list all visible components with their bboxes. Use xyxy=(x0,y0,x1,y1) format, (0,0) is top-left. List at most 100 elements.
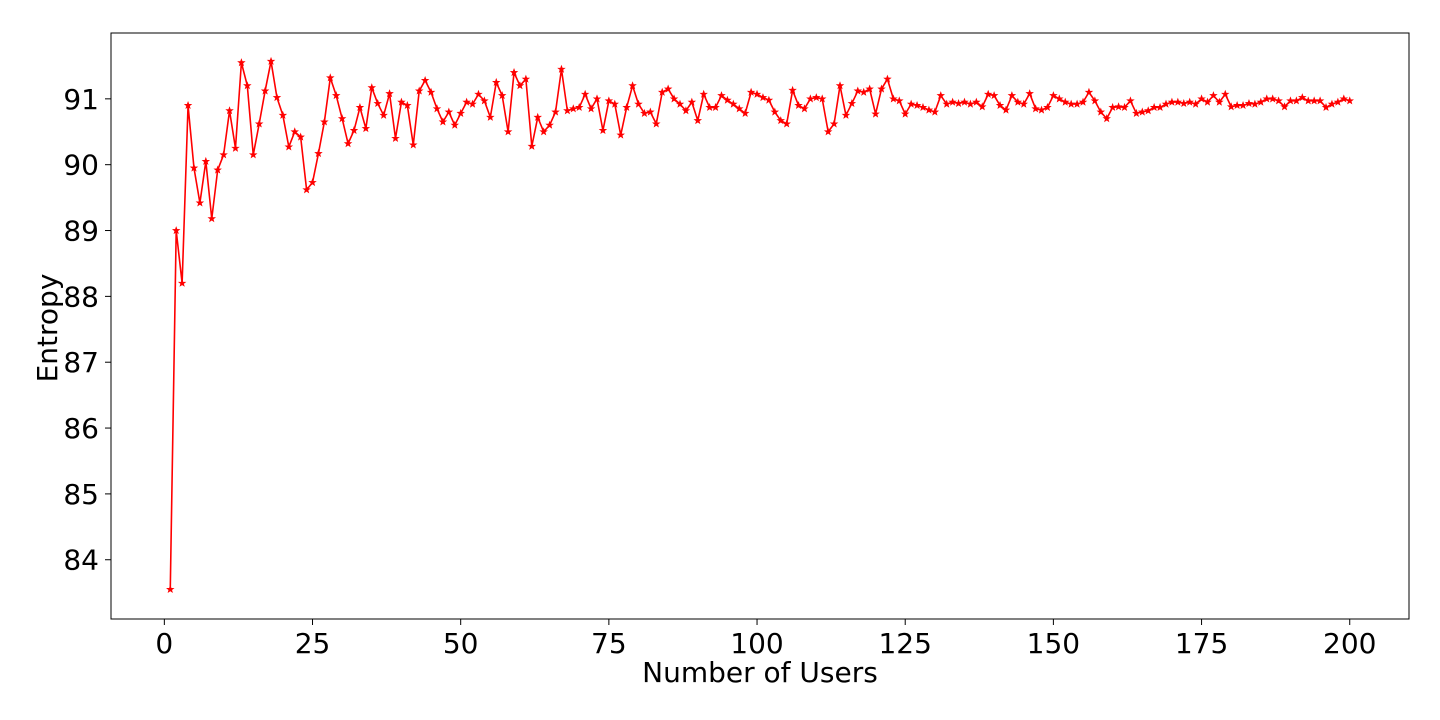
data-point xyxy=(272,93,282,102)
data-point xyxy=(426,87,436,96)
data-point xyxy=(995,100,1005,110)
data-point xyxy=(1173,97,1183,106)
data-point xyxy=(1333,97,1343,106)
data-point xyxy=(302,185,311,194)
data-point xyxy=(367,83,377,92)
data-point xyxy=(669,94,679,103)
data-point xyxy=(379,110,388,119)
data-point xyxy=(960,97,969,106)
data-point xyxy=(397,97,406,106)
x-tick-label: 50 xyxy=(443,627,479,660)
data-point xyxy=(586,104,596,113)
data-point xyxy=(906,99,916,108)
data-point xyxy=(989,91,999,100)
data-point xyxy=(343,139,353,148)
data-point xyxy=(1043,102,1052,112)
data-point xyxy=(723,95,732,104)
data-point xyxy=(681,106,691,115)
y-tick-label: 90 xyxy=(63,149,99,182)
data-point xyxy=(770,107,780,116)
data-point xyxy=(1143,106,1153,115)
y-axis: 84 85 86 87 88 89 90 91 xyxy=(63,83,111,577)
data-point xyxy=(1031,104,1040,113)
data-point xyxy=(574,102,584,112)
data-point xyxy=(533,112,542,121)
data-point xyxy=(758,93,768,102)
data-point xyxy=(1232,100,1242,110)
data-point xyxy=(1226,102,1236,111)
data-point xyxy=(1084,87,1094,96)
y-tick-label: 87 xyxy=(63,346,99,379)
data-point xyxy=(409,140,418,149)
data-point xyxy=(699,89,708,98)
y-axis-label: Entropy xyxy=(31,274,64,383)
data-point xyxy=(331,91,341,100)
data-point xyxy=(243,81,252,90)
data-point xyxy=(1049,91,1058,100)
data-point xyxy=(438,117,448,126)
data-point xyxy=(1321,102,1331,112)
data-point xyxy=(841,110,851,119)
data-point xyxy=(1138,107,1147,116)
data-point xyxy=(1345,96,1354,105)
data-point xyxy=(349,125,359,135)
data-point xyxy=(895,96,904,105)
data-point xyxy=(782,119,791,128)
data-point xyxy=(693,116,703,125)
plot-area-frame xyxy=(110,32,1410,620)
data-point xyxy=(468,99,477,108)
x-tick-label: 25 xyxy=(295,627,331,660)
data-point xyxy=(248,150,258,159)
data-point xyxy=(1238,100,1248,110)
data-point xyxy=(1256,97,1266,106)
data-point xyxy=(936,91,946,100)
x-tick-label: 75 xyxy=(591,627,627,660)
data-point xyxy=(326,73,335,82)
data-point xyxy=(183,100,193,110)
data-point xyxy=(432,104,442,113)
data-point xyxy=(1209,91,1218,100)
data-point xyxy=(1244,98,1254,108)
data-point xyxy=(604,96,614,105)
data-point xyxy=(1072,99,1082,108)
data-point xyxy=(634,99,643,108)
data-point xyxy=(1309,96,1319,105)
y-tick-label: 89 xyxy=(63,215,99,248)
data-point xyxy=(237,58,246,67)
data-point xyxy=(918,102,928,112)
data-point xyxy=(1221,89,1230,98)
data-point xyxy=(1179,98,1189,108)
data-point xyxy=(201,156,211,166)
data-point xyxy=(900,109,910,118)
data-point xyxy=(853,86,863,95)
data-point xyxy=(278,110,288,119)
data-point xyxy=(806,94,815,103)
data-point xyxy=(592,94,602,103)
data-point xyxy=(207,214,217,223)
data-point xyxy=(930,107,940,116)
data-point xyxy=(1055,94,1064,103)
x-axis: 0 25 50 75 100 125 150 175 200 xyxy=(155,619,1376,660)
data-point xyxy=(1161,99,1171,108)
data-point xyxy=(497,91,507,100)
data-point xyxy=(717,91,726,100)
data-point xyxy=(1215,97,1224,106)
data-point xyxy=(1025,89,1034,98)
data-point xyxy=(1274,96,1283,105)
data-point xyxy=(1327,99,1337,108)
data-point xyxy=(177,278,187,287)
data-point xyxy=(213,165,222,174)
data-point xyxy=(361,124,371,133)
data-point xyxy=(1060,97,1070,106)
y-tick-label: 88 xyxy=(63,280,99,313)
data-point xyxy=(610,99,620,108)
y-tick-label: 86 xyxy=(63,412,99,445)
data-point xyxy=(657,87,667,96)
data-point xyxy=(942,99,951,108)
x-tick-label: 200 xyxy=(1323,627,1376,660)
data-point xyxy=(1250,99,1260,108)
data-point xyxy=(1315,96,1325,105)
data-point xyxy=(972,97,981,106)
data-point xyxy=(847,98,857,108)
